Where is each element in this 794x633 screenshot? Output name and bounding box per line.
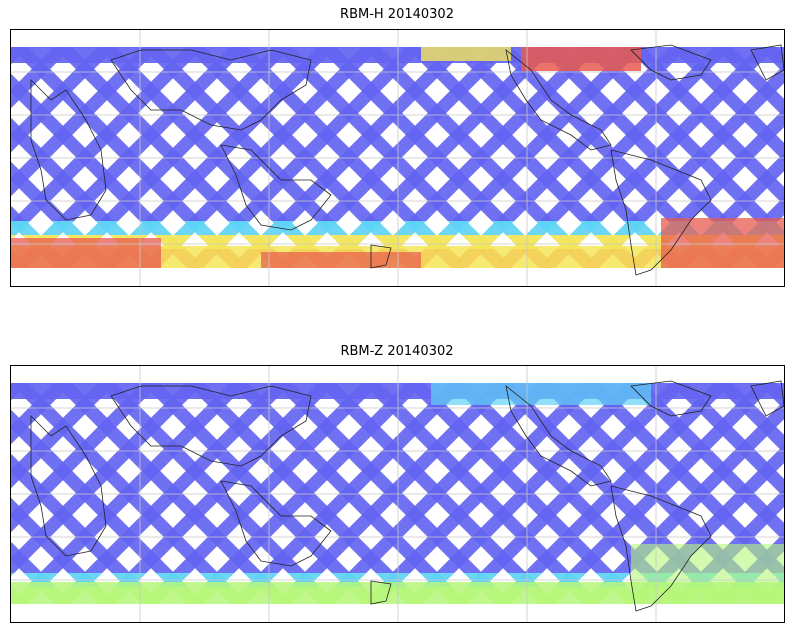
orbit-track [11, 47, 156, 197]
orbit-track [585, 400, 784, 604]
coastline [750, 44, 784, 81]
graticule [11, 30, 784, 286]
orbit-track [11, 47, 112, 153]
orbit-track [718, 47, 784, 118]
orbit-track [11, 383, 112, 489]
orbit-track [321, 47, 552, 268]
orbit-track [189, 47, 420, 268]
coastline [110, 385, 312, 467]
hotspot [521, 47, 641, 71]
orbit-track [13, 383, 244, 604]
orbit-track [57, 383, 288, 604]
orbit-track [277, 383, 508, 604]
coastline [630, 44, 712, 81]
hotspot [431, 383, 651, 405]
orbit-track [321, 383, 552, 604]
orbit-track [718, 383, 784, 454]
hotspot [11, 238, 161, 268]
coastline [30, 79, 107, 221]
orbit-track [11, 383, 68, 445]
coastline [505, 49, 612, 151]
panel-title-rbm-h: RBM-H 20140302 [340, 7, 454, 22]
orbit-track [11, 161, 113, 268]
orbit-track [233, 47, 464, 268]
coastline [610, 149, 712, 276]
coastline [370, 580, 392, 605]
map-rbm-h [10, 29, 785, 287]
orbit-track [101, 383, 332, 604]
coastline [370, 244, 392, 269]
orbit-track [13, 47, 244, 268]
orbit-track [674, 47, 784, 162]
map-rbm-z [10, 365, 785, 623]
orbit-track [541, 383, 772, 604]
swath-layer [11, 47, 784, 268]
orbit-track [365, 47, 596, 268]
coastline [750, 380, 784, 417]
hotspot [661, 218, 784, 268]
coastlines [30, 380, 784, 612]
orbit-track [11, 383, 156, 533]
swath-layer [11, 383, 784, 604]
orbit-track [585, 64, 784, 268]
coastline [30, 415, 107, 557]
orbit-track [11, 47, 68, 109]
map-canvas-rbm-h [11, 30, 784, 286]
map-canvas-rbm-z [11, 366, 784, 622]
coastline [505, 385, 612, 487]
orbit-track [11, 541, 69, 604]
panel-title-rbm-z: RBM-Z 20140302 [340, 344, 454, 359]
hotspot [631, 544, 784, 604]
orbit-track [11, 383, 200, 577]
orbit-track [145, 383, 376, 604]
coastline [220, 144, 332, 231]
orbit-track [453, 47, 684, 268]
coastline [630, 380, 712, 417]
orbit-track [409, 47, 640, 268]
south-band [11, 582, 784, 604]
coastlines [30, 44, 784, 276]
hotspot [421, 47, 511, 61]
coastline [220, 480, 332, 567]
orbit-track [189, 383, 420, 604]
orbit-track [101, 47, 332, 268]
orbit-track [11, 205, 69, 268]
orbit-track [409, 383, 640, 604]
orbit-track [453, 383, 684, 604]
orbit-track [365, 383, 596, 604]
orbit-track [277, 47, 508, 268]
orbit-track [11, 497, 113, 604]
orbit-track [11, 47, 200, 241]
orbit-track [145, 47, 376, 268]
hotspot [261, 252, 421, 268]
orbit-track [541, 47, 772, 268]
orbit-track [674, 383, 784, 498]
orbit-track [233, 383, 464, 604]
coastline [610, 485, 712, 612]
orbit-track [57, 47, 288, 268]
coastline [110, 49, 312, 131]
